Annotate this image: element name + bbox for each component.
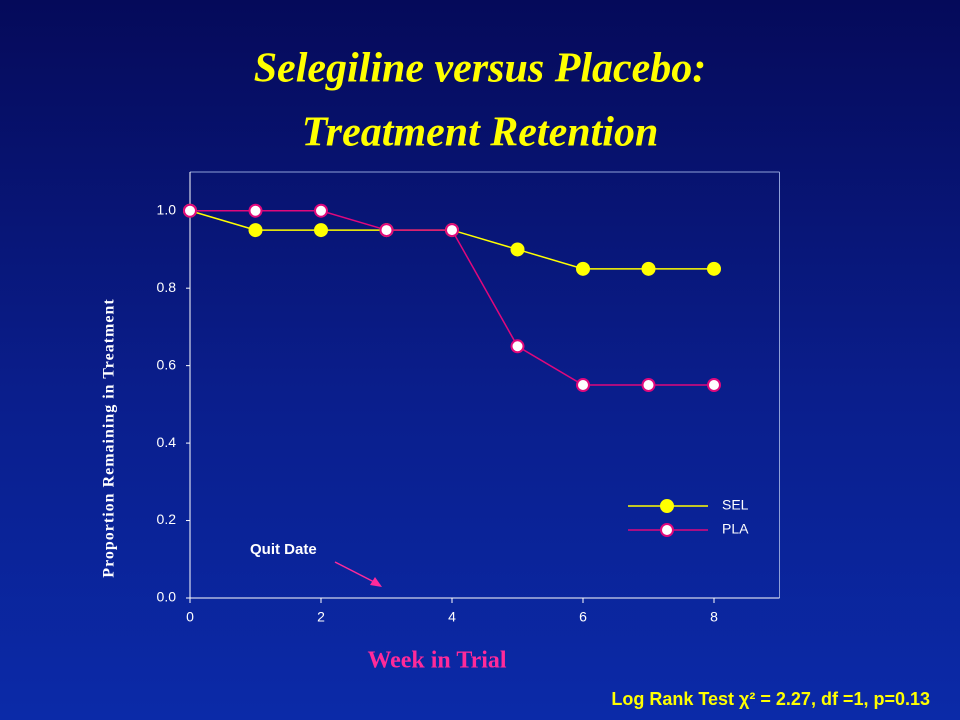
legend-label: SEL [722, 497, 749, 513]
data-point [576, 378, 590, 392]
x-tick-label: 4 [448, 609, 456, 625]
chart-title: Treatment Retention [302, 110, 659, 156]
x-tick-label: 6 [579, 609, 587, 625]
data-point [248, 223, 263, 238]
x-tick-label: 8 [710, 609, 718, 625]
x-tick-label: 2 [317, 609, 325, 625]
data-point [641, 378, 656, 392]
chart-title: Selegiline versus Placebo: [254, 46, 707, 92]
x-tick-label: 0 [186, 609, 194, 625]
legend-label: PLA [722, 521, 749, 537]
data-point [510, 339, 525, 354]
arrow-head [370, 577, 382, 587]
data-point [510, 242, 525, 257]
y-tick-label: 1.0 [157, 201, 177, 217]
footer-note: Log Rank Test χ² = 2.27, df =1, p=0.13 [611, 689, 930, 709]
series-line [189, 210, 714, 270]
y-tick-label: 0.2 [157, 511, 177, 527]
y-tick-label: 0.6 [157, 356, 177, 372]
data-point [248, 203, 263, 218]
data-point [641, 261, 656, 276]
data-point [379, 223, 394, 238]
y-tick-label: 0.0 [157, 589, 177, 605]
annotation: Quit Date [250, 541, 317, 558]
data-point [576, 261, 590, 276]
data-point [445, 223, 459, 238]
data-point [183, 203, 197, 218]
y-tick-label: 0.8 [157, 279, 177, 295]
data-point [707, 261, 721, 276]
data-point [314, 203, 328, 218]
y-axis-label: Proportion Remaining in Treatment [101, 298, 118, 577]
x-axis-label: Week in Trial [367, 648, 506, 674]
legend-marker [660, 523, 674, 537]
data-point [314, 223, 328, 238]
y-tick-label: 0.4 [157, 434, 177, 450]
legend-marker [660, 499, 674, 513]
data-point [707, 378, 721, 392]
